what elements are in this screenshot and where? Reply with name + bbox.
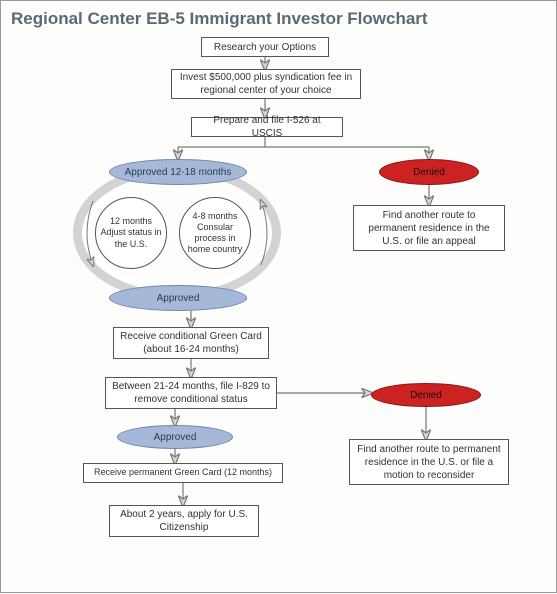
node-label: Prepare and file I-526 at USCIS — [198, 114, 336, 140]
node-route-a: Find another route to permanent residenc… — [353, 205, 505, 251]
node-invest: Invest $500,000 plus syndication fee in … — [171, 69, 361, 99]
node-conditional-gc: Receive conditional Green Card (about 16… — [113, 327, 269, 359]
node-label: Approved 12-18 months — [125, 167, 232, 178]
node-i829: Between 21-24 months, file I-829 to remo… — [105, 377, 277, 409]
node-label: Receive conditional Green Card (about 16… — [120, 330, 262, 356]
node-consular: 4-8 months Consular process in home coun… — [179, 197, 251, 269]
node-label: Find another route to permanent residenc… — [360, 209, 498, 248]
node-label: Receive permanent Green Card (12 months) — [94, 467, 272, 479]
node-approved-3: Approved — [117, 425, 233, 449]
node-label: Denied — [410, 390, 442, 401]
chart-title: Regional Center EB-5 Immigrant Investor … — [11, 9, 428, 29]
node-prepare: Prepare and file I-526 at USCIS — [191, 117, 343, 137]
node-denied-2: Denied — [371, 383, 481, 407]
node-label: Denied — [413, 167, 445, 178]
node-label: About 2 years, apply for U.S. Citizenshi… — [116, 508, 252, 534]
node-label: 12 months Adjust status in the U.S. — [100, 216, 162, 250]
node-adjust-status: 12 months Adjust status in the U.S. — [95, 197, 167, 269]
flowchart-container: Regional Center EB-5 Immigrant Investor … — [0, 0, 557, 593]
node-approved-1: Approved 12-18 months — [109, 159, 247, 185]
node-label: Invest $500,000 plus syndication fee in … — [178, 71, 354, 97]
node-label: Between 21-24 months, file I-829 to remo… — [112, 380, 270, 406]
node-approved-2: Approved — [109, 285, 247, 311]
node-label: Approved — [154, 432, 197, 443]
node-research: Research your Options — [201, 37, 329, 57]
node-label: 4-8 months Consular process in home coun… — [184, 211, 246, 256]
node-label: Find another route to permanent residenc… — [356, 443, 502, 482]
node-route-b: Find another route to permanent residenc… — [349, 439, 509, 485]
node-citizenship: About 2 years, apply for U.S. Citizenshi… — [109, 505, 259, 537]
node-label: Research your Options — [214, 41, 316, 54]
node-permanent-gc: Receive permanent Green Card (12 months) — [83, 463, 283, 483]
node-label: Approved — [157, 293, 200, 304]
node-denied-1: Denied — [379, 159, 479, 185]
